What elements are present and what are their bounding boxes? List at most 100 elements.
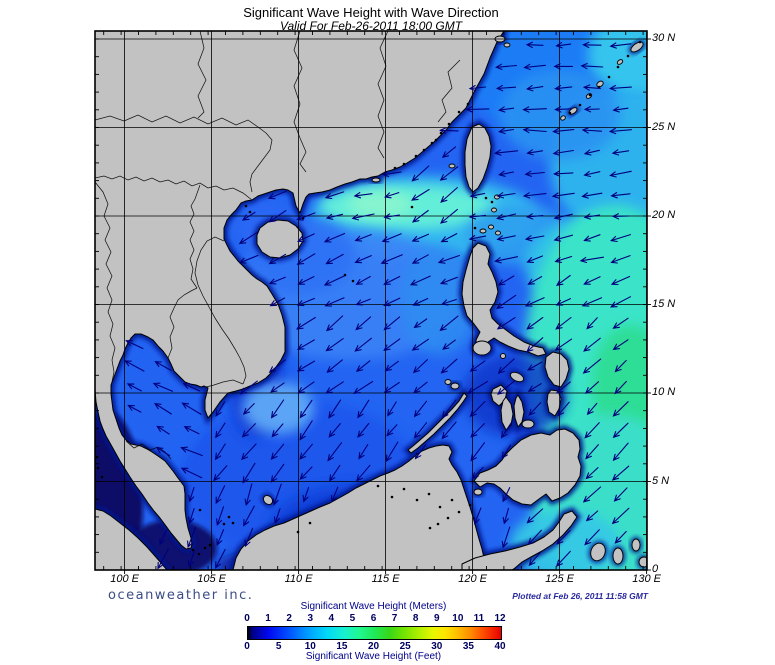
wave-direction-arrow: [357, 422, 370, 438]
country-border: [189, 184, 201, 289]
islet-speck: [446, 516, 450, 520]
wave-direction-arrow: [526, 149, 544, 156]
wave-height-field: [348, 191, 412, 217]
plotted-timestamp: Plotted at Feb 26, 2011 11:58 GMT: [512, 591, 648, 601]
island: [612, 547, 624, 565]
lon-label: 110 E: [284, 573, 313, 585]
islet-speck: [597, 85, 601, 89]
lat-label: 0: [652, 563, 659, 575]
wave-direction-arrow: [243, 505, 255, 527]
lat-label: 25 N: [652, 120, 676, 133]
wave-direction-arrow: [498, 127, 515, 135]
wave-direction-arrow: [412, 297, 429, 306]
island: [631, 538, 641, 552]
wave-direction-arrow: [354, 255, 372, 264]
legend-meters-tick: 4: [328, 613, 335, 624]
wave-direction-arrow: [238, 231, 259, 245]
wave-direction-arrow: [269, 297, 286, 307]
wave-direction-arrow: [469, 192, 486, 199]
wave-direction-arrow: [355, 316, 372, 331]
country-border: [125, 440, 172, 460]
wave-direction-arrow: [215, 422, 226, 439]
wave-direction-arrow: [296, 360, 316, 372]
wave-direction-arrow: [608, 127, 633, 135]
wave-direction-arrow: [213, 465, 228, 482]
island: [450, 382, 460, 390]
wave-direction-arrow: [495, 84, 517, 92]
wave-direction-arrow: [583, 213, 601, 220]
wave-direction-arrow: [188, 508, 195, 525]
wave-direction-arrow: [583, 170, 601, 178]
wave-direction-arrow: [612, 106, 629, 113]
wave-direction-arrow: [554, 106, 573, 113]
wave-direction-arrow: [125, 340, 144, 350]
wave-direction-arrow: [215, 548, 226, 569]
wave-direction-arrow: [554, 255, 573, 263]
lon-label: 100 E: [110, 573, 139, 585]
landmass-cebu: [513, 394, 525, 428]
wave-direction-arrow: [554, 338, 573, 351]
wave-direction-arrow: [555, 316, 572, 330]
wave-direction-arrow: [355, 275, 371, 285]
islet-speck: [473, 226, 477, 230]
wave-direction-arrow: [501, 526, 511, 549]
wave-direction-arrow: [586, 402, 598, 416]
islet-speck: [568, 111, 572, 115]
wave-direction-arrow: [585, 510, 599, 522]
islet-speck: [96, 466, 100, 470]
wave-direction-arrow: [522, 126, 547, 134]
islet-speck: [100, 475, 104, 479]
islet-speck: [351, 279, 355, 283]
wave-direction-arrow: [610, 275, 631, 286]
islet-speck: [402, 162, 406, 166]
island: [479, 228, 487, 234]
wave-direction-arrow: [440, 187, 458, 203]
landmass-samar: [544, 351, 570, 388]
wave-direction-arrow: [611, 213, 630, 220]
wave-direction-arrow: [440, 358, 458, 374]
wave-direction-arrow: [241, 423, 256, 438]
wave-direction-arrow: [215, 485, 226, 505]
wave-direction-arrow: [381, 170, 402, 178]
wave-direction-arrow: [526, 255, 544, 263]
wave-height-field: [500, 70, 620, 160]
islet-speck: [588, 93, 592, 97]
legend-meters-tick: 0: [244, 613, 250, 624]
wave-direction-arrow: [495, 63, 518, 70]
wave-height-field: [400, 245, 480, 355]
wave-direction-arrow: [609, 170, 632, 178]
legend-feet-tick: 20: [367, 641, 380, 652]
map-border: [94, 30, 648, 571]
wave-direction-arrow: [439, 315, 459, 332]
wave-direction-arrow: [268, 253, 287, 265]
wave-direction-arrow: [241, 443, 257, 461]
wave-direction-arrow: [496, 294, 517, 310]
wave-direction-arrow: [325, 253, 344, 265]
islet-speck: [439, 131, 443, 135]
island: [263, 495, 273, 505]
islet-speck: [248, 210, 252, 214]
islet-speck: [208, 543, 212, 547]
wave-direction-arrow: [610, 255, 631, 264]
country-border: [95, 114, 273, 193]
wave-direction-arrow: [524, 170, 545, 177]
wave-direction-arrow: [470, 423, 485, 438]
landmass-sumatra: [95, 508, 168, 570]
legend-feet-tick: 30: [431, 641, 443, 652]
islet-speck: [410, 205, 414, 209]
wave-direction-arrow: [580, 62, 604, 70]
wave-direction-arrow: [581, 127, 603, 134]
wave-direction-arrow: [155, 447, 171, 457]
islet-speck: [578, 103, 582, 107]
wave-direction-arrow: [358, 444, 369, 460]
wave-direction-arrow: [180, 446, 203, 457]
landmass-leyte: [546, 389, 562, 417]
wave-direction-arrow: [555, 381, 571, 394]
wave-direction-arrow: [583, 149, 600, 156]
islet-speck: [203, 546, 207, 550]
wave-direction-arrow: [302, 486, 310, 503]
wave-direction-arrow: [612, 401, 629, 417]
wave-direction-arrow: [385, 441, 399, 463]
islet-speck: [457, 510, 461, 514]
wave-direction-arrow: [351, 213, 375, 221]
